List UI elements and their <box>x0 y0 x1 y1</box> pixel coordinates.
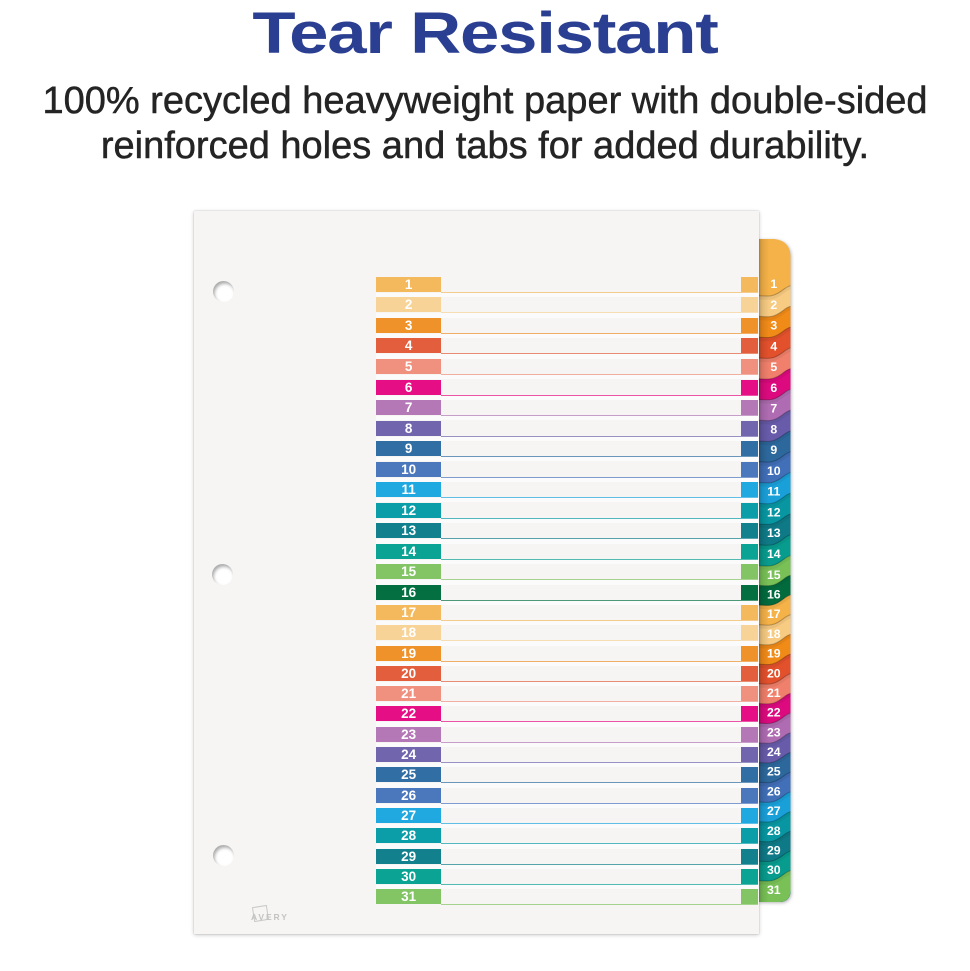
svg-text:18: 18 <box>767 627 781 641</box>
svg-text:27: 27 <box>767 804 781 818</box>
svg-text:22: 22 <box>767 706 781 720</box>
svg-text:25: 25 <box>767 765 781 779</box>
svg-text:10: 10 <box>767 464 781 478</box>
svg-text:30: 30 <box>767 863 781 877</box>
svg-text:9: 9 <box>770 443 777 457</box>
svg-text:2: 2 <box>770 298 777 312</box>
svg-text:21: 21 <box>767 686 781 700</box>
svg-text:12: 12 <box>767 506 781 520</box>
svg-text:4: 4 <box>770 339 777 353</box>
svg-text:24: 24 <box>767 745 781 759</box>
svg-text:28: 28 <box>767 824 781 838</box>
svg-text:23: 23 <box>767 725 781 739</box>
svg-text:7: 7 <box>770 402 777 416</box>
svg-text:29: 29 <box>767 844 781 858</box>
svg-text:31: 31 <box>767 883 781 897</box>
svg-text:26: 26 <box>767 784 781 798</box>
svg-text:14: 14 <box>767 547 781 561</box>
svg-text:1: 1 <box>770 277 777 291</box>
svg-text:20: 20 <box>767 666 781 680</box>
svg-text:8: 8 <box>770 422 777 436</box>
svg-text:15: 15 <box>767 568 781 582</box>
svg-text:5: 5 <box>770 360 777 374</box>
svg-text:17: 17 <box>767 607 781 621</box>
svg-text:11: 11 <box>767 485 780 499</box>
svg-text:3: 3 <box>770 319 777 333</box>
svg-text:19: 19 <box>767 647 781 661</box>
svg-text:13: 13 <box>767 526 781 540</box>
svg-text:6: 6 <box>770 381 777 395</box>
svg-text:16: 16 <box>767 588 781 602</box>
